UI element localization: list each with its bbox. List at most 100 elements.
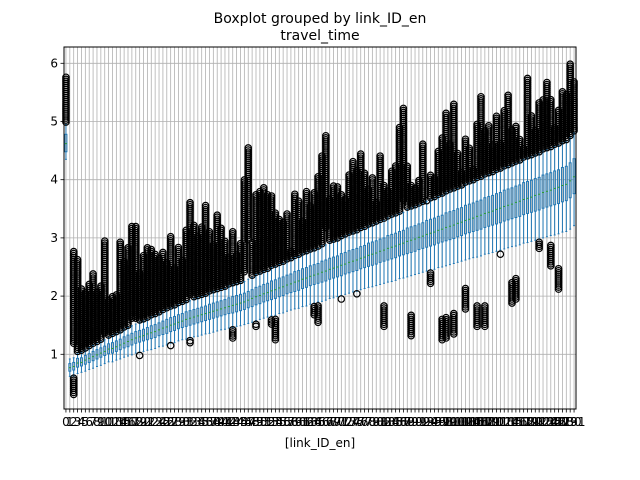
box-group <box>108 292 117 363</box>
box <box>215 301 219 318</box>
box-group <box>201 201 210 335</box>
flier-high <box>314 172 322 181</box>
box-group <box>162 259 171 346</box>
flier-high <box>100 237 109 245</box>
box <box>289 273 293 294</box>
flier-high <box>290 190 299 199</box>
box <box>355 247 359 271</box>
y-tick-label: 2 <box>50 289 58 303</box>
flier-high <box>131 222 140 231</box>
box-group <box>77 285 86 373</box>
box <box>64 133 68 153</box>
box <box>239 293 242 312</box>
flier-low <box>252 320 260 329</box>
box-group <box>271 209 280 344</box>
box <box>335 255 339 278</box>
box-group <box>349 157 357 293</box>
box <box>258 285 262 305</box>
flier-high <box>104 296 113 305</box>
box-group <box>73 255 82 374</box>
box-group <box>256 187 264 320</box>
box <box>99 347 103 358</box>
flier-high <box>108 292 117 301</box>
chart-title: Boxplot grouped by link_ID_en <box>214 11 427 27</box>
box-group <box>89 270 97 369</box>
y-tick-label: 5 <box>50 114 58 128</box>
box <box>153 324 157 338</box>
box <box>118 338 122 351</box>
box <box>332 256 336 279</box>
chart-subtitle: travel_time <box>280 28 359 44</box>
flier-high <box>283 210 291 218</box>
flier-low <box>69 374 78 382</box>
flier-high <box>62 73 70 82</box>
flier-high <box>353 166 361 175</box>
box-group <box>93 288 101 368</box>
flier-high <box>97 282 105 290</box>
box-group <box>62 73 70 160</box>
box-group <box>69 247 78 399</box>
box <box>142 328 145 342</box>
box <box>351 249 355 273</box>
box <box>169 317 173 333</box>
box-group <box>139 251 148 352</box>
box <box>363 244 367 269</box>
box <box>227 297 231 315</box>
box <box>312 264 316 285</box>
flier-high <box>217 224 225 233</box>
box-group <box>353 166 361 298</box>
flier-high <box>259 184 268 192</box>
y-tick-label: 4 <box>50 173 58 187</box>
box <box>95 349 99 360</box>
box-group <box>81 289 90 372</box>
box <box>324 259 328 282</box>
flier-high <box>69 247 78 256</box>
flier-high <box>178 256 187 265</box>
box <box>126 334 130 348</box>
box <box>91 350 95 362</box>
box <box>149 325 153 340</box>
box-group <box>112 291 121 361</box>
flier-high <box>205 227 214 236</box>
flier-high <box>287 247 295 256</box>
box <box>339 253 343 277</box>
box <box>180 313 184 329</box>
flier-high <box>93 288 101 297</box>
flier-high <box>73 255 82 264</box>
box <box>316 263 320 284</box>
box-group <box>120 257 128 358</box>
flier-high <box>271 209 280 217</box>
box <box>103 345 107 356</box>
box-group <box>360 169 369 290</box>
flier-high <box>155 255 163 263</box>
flier-high <box>166 232 175 241</box>
box <box>223 299 227 316</box>
box-group <box>128 222 136 356</box>
flier-high <box>267 192 276 200</box>
flier-high <box>356 150 365 158</box>
flier-low <box>353 289 361 298</box>
flier-high <box>256 187 264 196</box>
flier-low <box>186 336 194 345</box>
box <box>293 271 297 292</box>
box <box>211 302 215 319</box>
box-group <box>341 195 350 295</box>
flier-high <box>302 187 311 196</box>
box <box>165 318 169 334</box>
box-group <box>310 188 318 319</box>
box <box>114 340 118 352</box>
box-group <box>333 183 342 298</box>
box-group <box>186 198 194 347</box>
box <box>343 251 347 275</box>
flier-high <box>244 144 253 152</box>
box-group <box>104 296 113 363</box>
box <box>347 250 351 274</box>
box <box>273 279 277 299</box>
box-group <box>318 152 326 302</box>
flier-high <box>112 291 121 299</box>
box <box>285 274 289 295</box>
flier-high <box>349 157 357 166</box>
box-group <box>322 131 330 301</box>
box-group <box>155 255 163 348</box>
